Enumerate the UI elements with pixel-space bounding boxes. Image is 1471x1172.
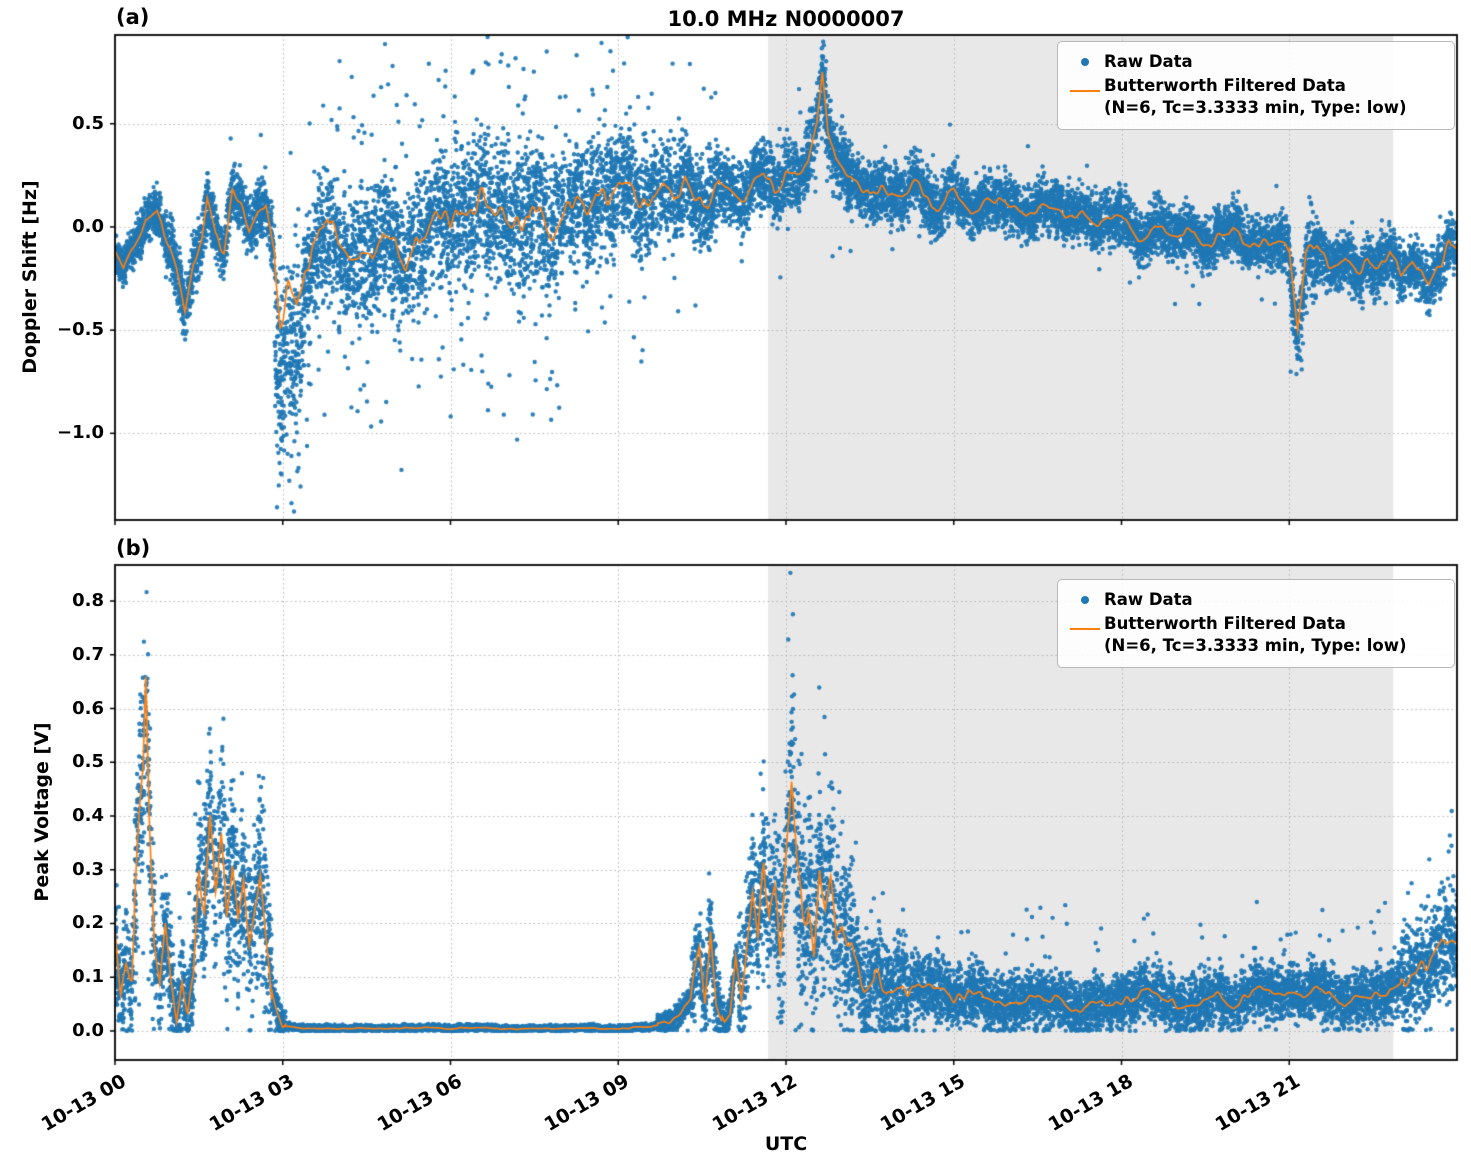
legend-filtered-label-line1: Butterworth Filtered Data bbox=[1104, 614, 1346, 633]
legend-row-filtered: Butterworth Filtered Data (N=6, Tc=3.333… bbox=[1066, 75, 1444, 119]
y-tick-label: 0.5 bbox=[72, 751, 104, 773]
panel-a-y-axis-label: Doppler Shift [Hz] bbox=[19, 180, 41, 374]
raw-data-marker-icon bbox=[1066, 51, 1104, 73]
legend-filtered-label-line2: (N=6, Tc=3.3333 min, Type: low) bbox=[1104, 636, 1407, 655]
panel-a-legend: Raw Data Butterworth Filtered Data (N=6,… bbox=[1057, 41, 1455, 130]
legend-row-raw: Raw Data bbox=[1066, 51, 1444, 73]
legend-filtered-label-line1: Butterworth Filtered Data bbox=[1104, 76, 1346, 95]
y-tick-label: 0.1 bbox=[72, 966, 104, 988]
legend-row-raw: Raw Data bbox=[1066, 589, 1444, 611]
y-tick-label: 0.3 bbox=[72, 858, 104, 880]
filtered-line-marker-icon bbox=[1066, 75, 1104, 97]
y-tick-label: −1.0 bbox=[57, 422, 104, 444]
legend-filtered-label-line2: (N=6, Tc=3.3333 min, Type: low) bbox=[1104, 98, 1407, 117]
legend-raw-label: Raw Data bbox=[1104, 52, 1193, 71]
legend-raw-label: Raw Data bbox=[1104, 590, 1193, 609]
y-tick-label: 0.6 bbox=[72, 697, 104, 719]
figure-title: 10.0 MHz N0000007 bbox=[667, 7, 905, 31]
y-tick-label: 0.7 bbox=[72, 643, 104, 665]
raw-data-marker-icon bbox=[1066, 589, 1104, 611]
y-tick-label: 0.0 bbox=[72, 1019, 104, 1041]
y-tick-label: 0.2 bbox=[72, 912, 104, 934]
filtered-line-marker-icon bbox=[1066, 613, 1104, 635]
y-tick-label: 0.4 bbox=[72, 804, 104, 826]
panel-a-label: (a) bbox=[116, 5, 150, 29]
x-axis-label: UTC bbox=[764, 1133, 808, 1155]
legend-row-filtered: Butterworth Filtered Data (N=6, Tc=3.333… bbox=[1066, 613, 1444, 657]
y-tick-label: 0.5 bbox=[72, 112, 104, 134]
y-tick-label: 0.8 bbox=[72, 590, 104, 611]
panel-b-label: (b) bbox=[116, 536, 151, 560]
y-tick-label: 0.0 bbox=[72, 215, 104, 237]
panel-b-legend: Raw Data Butterworth Filtered Data (N=6,… bbox=[1057, 579, 1455, 668]
legend-filtered-label: Butterworth Filtered Data (N=6, Tc=3.333… bbox=[1104, 613, 1407, 657]
legend-filtered-label: Butterworth Filtered Data (N=6, Tc=3.333… bbox=[1104, 75, 1407, 119]
y-tick-label: −0.5 bbox=[57, 319, 104, 341]
